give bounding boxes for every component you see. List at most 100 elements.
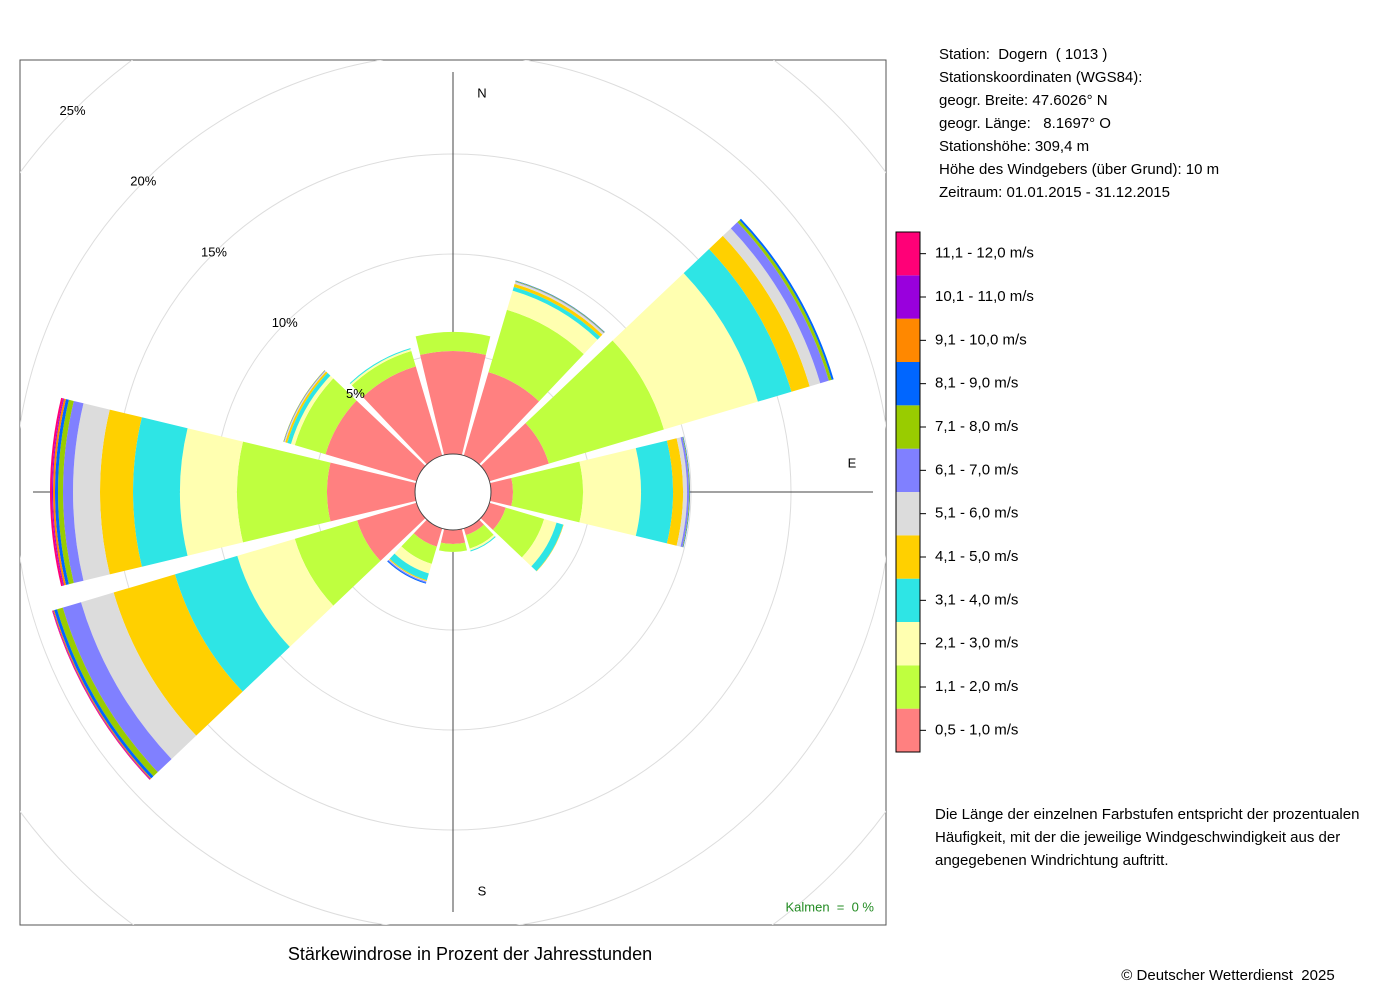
legend-label: 5,1 - 6,0 m/s xyxy=(935,505,1018,522)
wind-segment xyxy=(401,533,437,564)
legend-label: 4,1 - 5,0 m/s xyxy=(935,548,1018,565)
wind-segment xyxy=(133,417,188,567)
wind-segment xyxy=(680,436,689,548)
legend-swatch xyxy=(896,665,920,709)
wind-segment xyxy=(413,519,443,547)
compass-label: S xyxy=(478,883,487,898)
plot-area xyxy=(20,60,886,925)
legend: 0,5 - 1,0 m/s 1,1 - 2,0 m/s 2,1 - 3,0 m/s 3… xyxy=(895,231,1034,753)
legend-label: 7,1 - 8,0 m/s xyxy=(935,418,1018,435)
wind-segment xyxy=(440,528,466,544)
y-tick-label: 10% xyxy=(272,315,298,330)
wind-segment xyxy=(682,436,690,548)
wind-segment xyxy=(362,366,443,465)
wind-segment xyxy=(49,397,64,587)
wind-segment xyxy=(287,372,331,445)
wind-segment xyxy=(438,542,468,553)
wind-segment xyxy=(492,507,545,558)
wind-segment xyxy=(470,536,496,552)
copyright: © Deutscher Wetterdienst 2025 xyxy=(1121,967,1334,984)
wind-segment xyxy=(676,437,687,547)
description-line: Die Länge der einzelnen Farbstufen entsp… xyxy=(935,806,1359,823)
wind-segment xyxy=(63,400,84,584)
wind-segment xyxy=(58,399,74,585)
legend-swatch xyxy=(896,492,920,536)
wind-segment xyxy=(666,438,683,546)
wind-segment xyxy=(294,520,381,606)
station-info-line: Station: Dogern ( 1013 ) xyxy=(939,46,1107,63)
legend-swatch xyxy=(896,318,920,362)
wind-segment xyxy=(463,519,484,536)
wind-segment xyxy=(531,522,564,572)
wind-segment xyxy=(521,518,557,567)
y-tick-label: 15% xyxy=(201,244,227,259)
wind-segment xyxy=(357,502,426,561)
legend-label: 2,1 - 3,0 m/s xyxy=(935,635,1018,652)
station-info-line: Stationshöhe: 309,4 m xyxy=(939,138,1089,155)
description-line: angegebenen Windrichtung auftritt. xyxy=(935,852,1169,869)
wind-segment xyxy=(489,477,513,507)
wind-segment xyxy=(55,399,69,585)
wind-segment xyxy=(612,273,758,430)
wind-segment xyxy=(99,409,142,575)
wind-segment xyxy=(525,340,664,464)
wind-segment xyxy=(469,534,495,551)
wind-segment xyxy=(488,309,584,402)
station-info-line: Höhe des Windgebers (über Grund): 10 m xyxy=(939,161,1219,178)
wind-segment xyxy=(52,398,66,586)
legend-swatch xyxy=(896,362,920,406)
wind-segment xyxy=(180,428,243,556)
legend-swatch xyxy=(896,448,920,492)
legend-label: 1,1 - 2,0 m/s xyxy=(935,678,1018,695)
legend-label: 10,1 - 11,0 m/s xyxy=(935,288,1034,305)
wind-segment xyxy=(351,351,416,397)
wind-segment xyxy=(465,524,494,549)
legend-label: 6,1 - 7,0 m/s xyxy=(935,461,1018,478)
wind-segment xyxy=(415,332,491,355)
wind-segment xyxy=(730,222,829,384)
description-line: Häufigkeit, mit der die jeweilige Windge… xyxy=(935,829,1340,846)
station-info: Station: Dogern ( 1013 ) Stationskoordina… xyxy=(939,46,1219,201)
legend-label: 11,1 - 12,0 m/s xyxy=(935,245,1034,262)
calm-circle xyxy=(414,453,492,531)
compass-label: N xyxy=(477,85,486,100)
y-tick-label: 25% xyxy=(60,103,86,118)
wind-segment xyxy=(350,349,412,386)
wind-segment xyxy=(506,290,598,355)
legend-label: 0,5 - 1,0 m/s xyxy=(935,721,1018,738)
wind-segment xyxy=(73,403,110,581)
station-info-line: geogr. Länge: 8.1697° O xyxy=(939,115,1111,132)
wind-segment xyxy=(52,398,65,586)
legend-swatch xyxy=(896,405,920,449)
y-tick-label: 20% xyxy=(130,174,156,189)
wind-segment xyxy=(389,553,429,581)
wind-segment xyxy=(579,448,641,536)
wind-segment xyxy=(57,607,158,777)
wind-segment xyxy=(62,602,172,773)
wind-segment xyxy=(722,228,821,387)
wind-segment xyxy=(237,441,331,543)
wind-segment xyxy=(327,462,417,522)
station-info-line: Zeitraum: 01.01.2015 - 31.12.2015 xyxy=(939,184,1170,201)
wind-segment xyxy=(174,555,290,692)
legend-label: 3,1 - 4,0 m/s xyxy=(935,591,1018,608)
legend-label: 9,1 - 10,0 m/s xyxy=(935,331,1027,348)
wind-segment xyxy=(420,351,486,456)
wind-segment xyxy=(709,235,810,392)
wind-segment xyxy=(463,372,540,465)
legend-swatch xyxy=(896,535,920,579)
compass-label: E xyxy=(848,455,857,470)
wind-segment xyxy=(237,538,334,647)
legend-swatch xyxy=(896,232,920,276)
station-info-line: geogr. Breite: 47.6026° N xyxy=(939,92,1108,109)
legend-border xyxy=(895,231,921,753)
legend-swatch xyxy=(896,708,920,752)
wind-segment xyxy=(512,286,601,340)
station-info-line: Stationskoordinaten (WGS84): xyxy=(939,69,1142,86)
legend-swatch xyxy=(896,275,920,319)
legend-label: 8,1 - 9,0 m/s xyxy=(935,375,1018,392)
legend-swatch xyxy=(896,578,920,622)
wind-segment xyxy=(113,574,243,736)
calm-label: Kalmen = 0 % xyxy=(785,899,874,914)
y-tick-label: 5% xyxy=(346,386,365,401)
